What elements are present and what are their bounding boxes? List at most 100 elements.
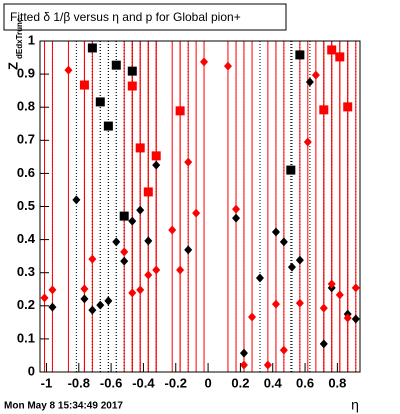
diamond-marker bbox=[295, 298, 304, 308]
diamond-marker bbox=[64, 65, 73, 75]
diamond-marker bbox=[144, 270, 153, 280]
diamond-marker bbox=[279, 345, 288, 355]
diamond-marker bbox=[223, 61, 232, 71]
y-axis-label-group: Z dEdxTrunc bbox=[5, 17, 24, 70]
diamond-marker bbox=[88, 305, 97, 315]
diamond-marker bbox=[343, 313, 352, 323]
square-marker bbox=[127, 66, 137, 76]
y-tick-label: 0.1 bbox=[17, 330, 35, 345]
diamond-marker bbox=[168, 225, 177, 235]
diamond-marker bbox=[232, 213, 241, 223]
square-marker bbox=[327, 45, 337, 55]
diamond-marker bbox=[152, 160, 161, 170]
square-marker bbox=[175, 106, 185, 116]
x-tick-label: 0.8 bbox=[328, 375, 346, 390]
x-tick-label: 0.2 bbox=[231, 375, 249, 390]
x-tick-label: -0.2 bbox=[165, 375, 187, 390]
diamond-marker bbox=[200, 57, 209, 67]
diamond-marker bbox=[311, 70, 320, 80]
diamond-marker bbox=[327, 279, 336, 289]
square-marker bbox=[335, 52, 345, 62]
diamond-marker bbox=[128, 216, 137, 226]
diamond-marker bbox=[305, 77, 314, 87]
y-tick-label: 0.2 bbox=[17, 297, 35, 312]
square-marker bbox=[87, 43, 97, 53]
square-marker bbox=[343, 102, 353, 112]
diamond-marker bbox=[40, 293, 49, 303]
diamond-marker bbox=[48, 302, 57, 312]
y-tick-label: 0.9 bbox=[17, 66, 35, 81]
diamond-marker bbox=[184, 245, 193, 255]
square-marker bbox=[295, 50, 305, 60]
square-marker bbox=[135, 143, 145, 153]
square-marker bbox=[286, 165, 296, 175]
x-tick-label: 0.4 bbox=[264, 375, 283, 390]
diamond-marker bbox=[295, 255, 304, 265]
diamond-marker bbox=[80, 294, 89, 304]
diamond-marker bbox=[319, 303, 328, 313]
diamond-marker bbox=[287, 262, 296, 272]
diamond-marker bbox=[72, 195, 81, 205]
square-marker bbox=[95, 97, 105, 107]
diamond-marker bbox=[351, 314, 360, 324]
footer: Mon May 8 15:34:49 2017 bbox=[4, 401, 123, 412]
y-tick-label: 0.8 bbox=[17, 99, 35, 114]
y-tick-label: 0.5 bbox=[17, 198, 35, 213]
diamond-marker bbox=[120, 247, 129, 257]
y-tick-label: 0 bbox=[28, 363, 35, 378]
square-marker bbox=[127, 81, 137, 91]
square-marker bbox=[111, 60, 121, 70]
diamond-marker bbox=[232, 204, 241, 214]
y-tick-label: 1 bbox=[28, 32, 35, 47]
diamond-marker bbox=[136, 285, 145, 295]
diamond-marker bbox=[152, 265, 161, 275]
square-marker bbox=[143, 187, 153, 197]
y-axis-label: Z bbox=[5, 62, 20, 70]
diamond-marker bbox=[263, 360, 272, 370]
diamond-marker bbox=[96, 300, 105, 310]
diamond-marker bbox=[192, 208, 201, 218]
diamond-marker bbox=[144, 236, 153, 246]
square-marker bbox=[103, 121, 113, 131]
diamond-marker bbox=[112, 237, 121, 247]
diamond-marker bbox=[335, 290, 344, 300]
y-tick-label: 0.7 bbox=[17, 132, 35, 147]
square-marker bbox=[119, 211, 129, 221]
diamond-marker bbox=[279, 237, 288, 247]
diamond-marker bbox=[136, 205, 145, 215]
diamond-marker bbox=[271, 299, 280, 309]
diamond-marker bbox=[80, 284, 89, 294]
square-marker bbox=[79, 80, 89, 90]
diamond-marker bbox=[271, 227, 280, 237]
diamond-marker bbox=[184, 157, 193, 167]
x-tick-label: -0.6 bbox=[100, 375, 122, 390]
x-tick-label: -0.4 bbox=[132, 375, 155, 390]
square-marker bbox=[151, 151, 161, 161]
diamond-marker bbox=[48, 285, 57, 295]
y-tick-label: 0.3 bbox=[17, 264, 35, 279]
x-tick-label: -0.8 bbox=[68, 375, 90, 390]
y-tick-label: 0.6 bbox=[17, 165, 35, 180]
title-box bbox=[3, 3, 287, 31]
y-tick-label: 0.4 bbox=[17, 231, 36, 246]
diamond-marker bbox=[319, 339, 328, 349]
x-tick-label: 0 bbox=[204, 375, 211, 390]
diamond-marker bbox=[239, 348, 248, 358]
diamond-marker bbox=[128, 288, 137, 298]
x-tick-label: 0.6 bbox=[296, 375, 314, 390]
square-marker bbox=[319, 105, 329, 115]
diamond-marker bbox=[104, 296, 113, 306]
diamond-marker bbox=[351, 283, 360, 293]
x-axis-label: η bbox=[351, 397, 359, 413]
x-tick-label: -1 bbox=[41, 375, 53, 390]
diamond-marker bbox=[248, 312, 257, 322]
y-axis-label-sub: dEdxTrunc bbox=[15, 17, 24, 59]
diamond-marker bbox=[176, 265, 185, 275]
diamond-marker bbox=[88, 254, 97, 264]
diamond-marker bbox=[255, 273, 264, 283]
diamond-marker bbox=[303, 137, 312, 147]
chart-title: Fitted δ 1/β versus η and p for Global p… bbox=[10, 10, 241, 24]
diamond-marker bbox=[120, 256, 129, 266]
diamond-marker bbox=[239, 360, 248, 370]
